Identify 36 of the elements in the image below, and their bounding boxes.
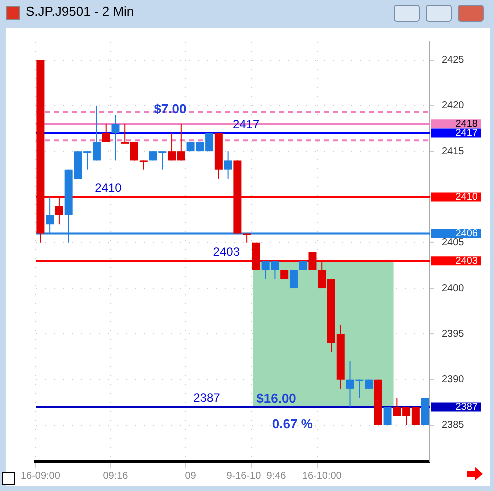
ref-line-label: 2417 (456, 128, 478, 140)
candlestick (140, 160, 148, 170)
ref-line-label: 2403 (456, 256, 478, 267)
x-tick-label: 16-09:00 (20, 470, 61, 482)
ref-line-label: 2387 (456, 402, 478, 413)
candlestick (308, 252, 317, 271)
x-tick-label: 09 (185, 470, 197, 482)
y-tick-label: 2425 (442, 55, 465, 66)
y-tick-label: 2390 (442, 374, 465, 386)
y-tick-label: 2420 (442, 100, 465, 112)
ref-line-label: 2406 (456, 228, 478, 240)
y-tick-label: 2415 (442, 146, 465, 158)
candlestick (112, 114, 120, 162)
y-tick-label: 2395 (442, 328, 465, 340)
ref-line-label: 2418 (456, 118, 478, 130)
annotation: 2387 (194, 391, 221, 406)
annotation: 2417 (233, 117, 260, 132)
chart-title: S.JP.J9501 - 2 Min (26, 4, 134, 19)
annotation: $16.00 (256, 391, 296, 406)
y-tick-label: 2385 (442, 420, 465, 432)
annotation: 2403 (213, 245, 240, 260)
candlestick (243, 233, 252, 244)
annotation: 2410 (95, 181, 122, 196)
candlestick (55, 196, 64, 226)
y-tick-label: 2400 (442, 283, 465, 294)
annotation: 0.67 % (272, 416, 314, 432)
candlestick (384, 406, 392, 426)
ref-line-label: 2410 (456, 192, 478, 203)
candlestick (224, 151, 232, 180)
candlestick (299, 260, 308, 271)
x-tick-label: 16-10:00 (302, 470, 342, 482)
candlestick (102, 124, 110, 143)
y-tick-label: 2405 (442, 238, 465, 249)
annotation: $7.00 (154, 101, 187, 116)
x-tick-label: 09:16 (103, 470, 129, 482)
x-tick-label: 9-16-10 9:46 (226, 470, 287, 482)
